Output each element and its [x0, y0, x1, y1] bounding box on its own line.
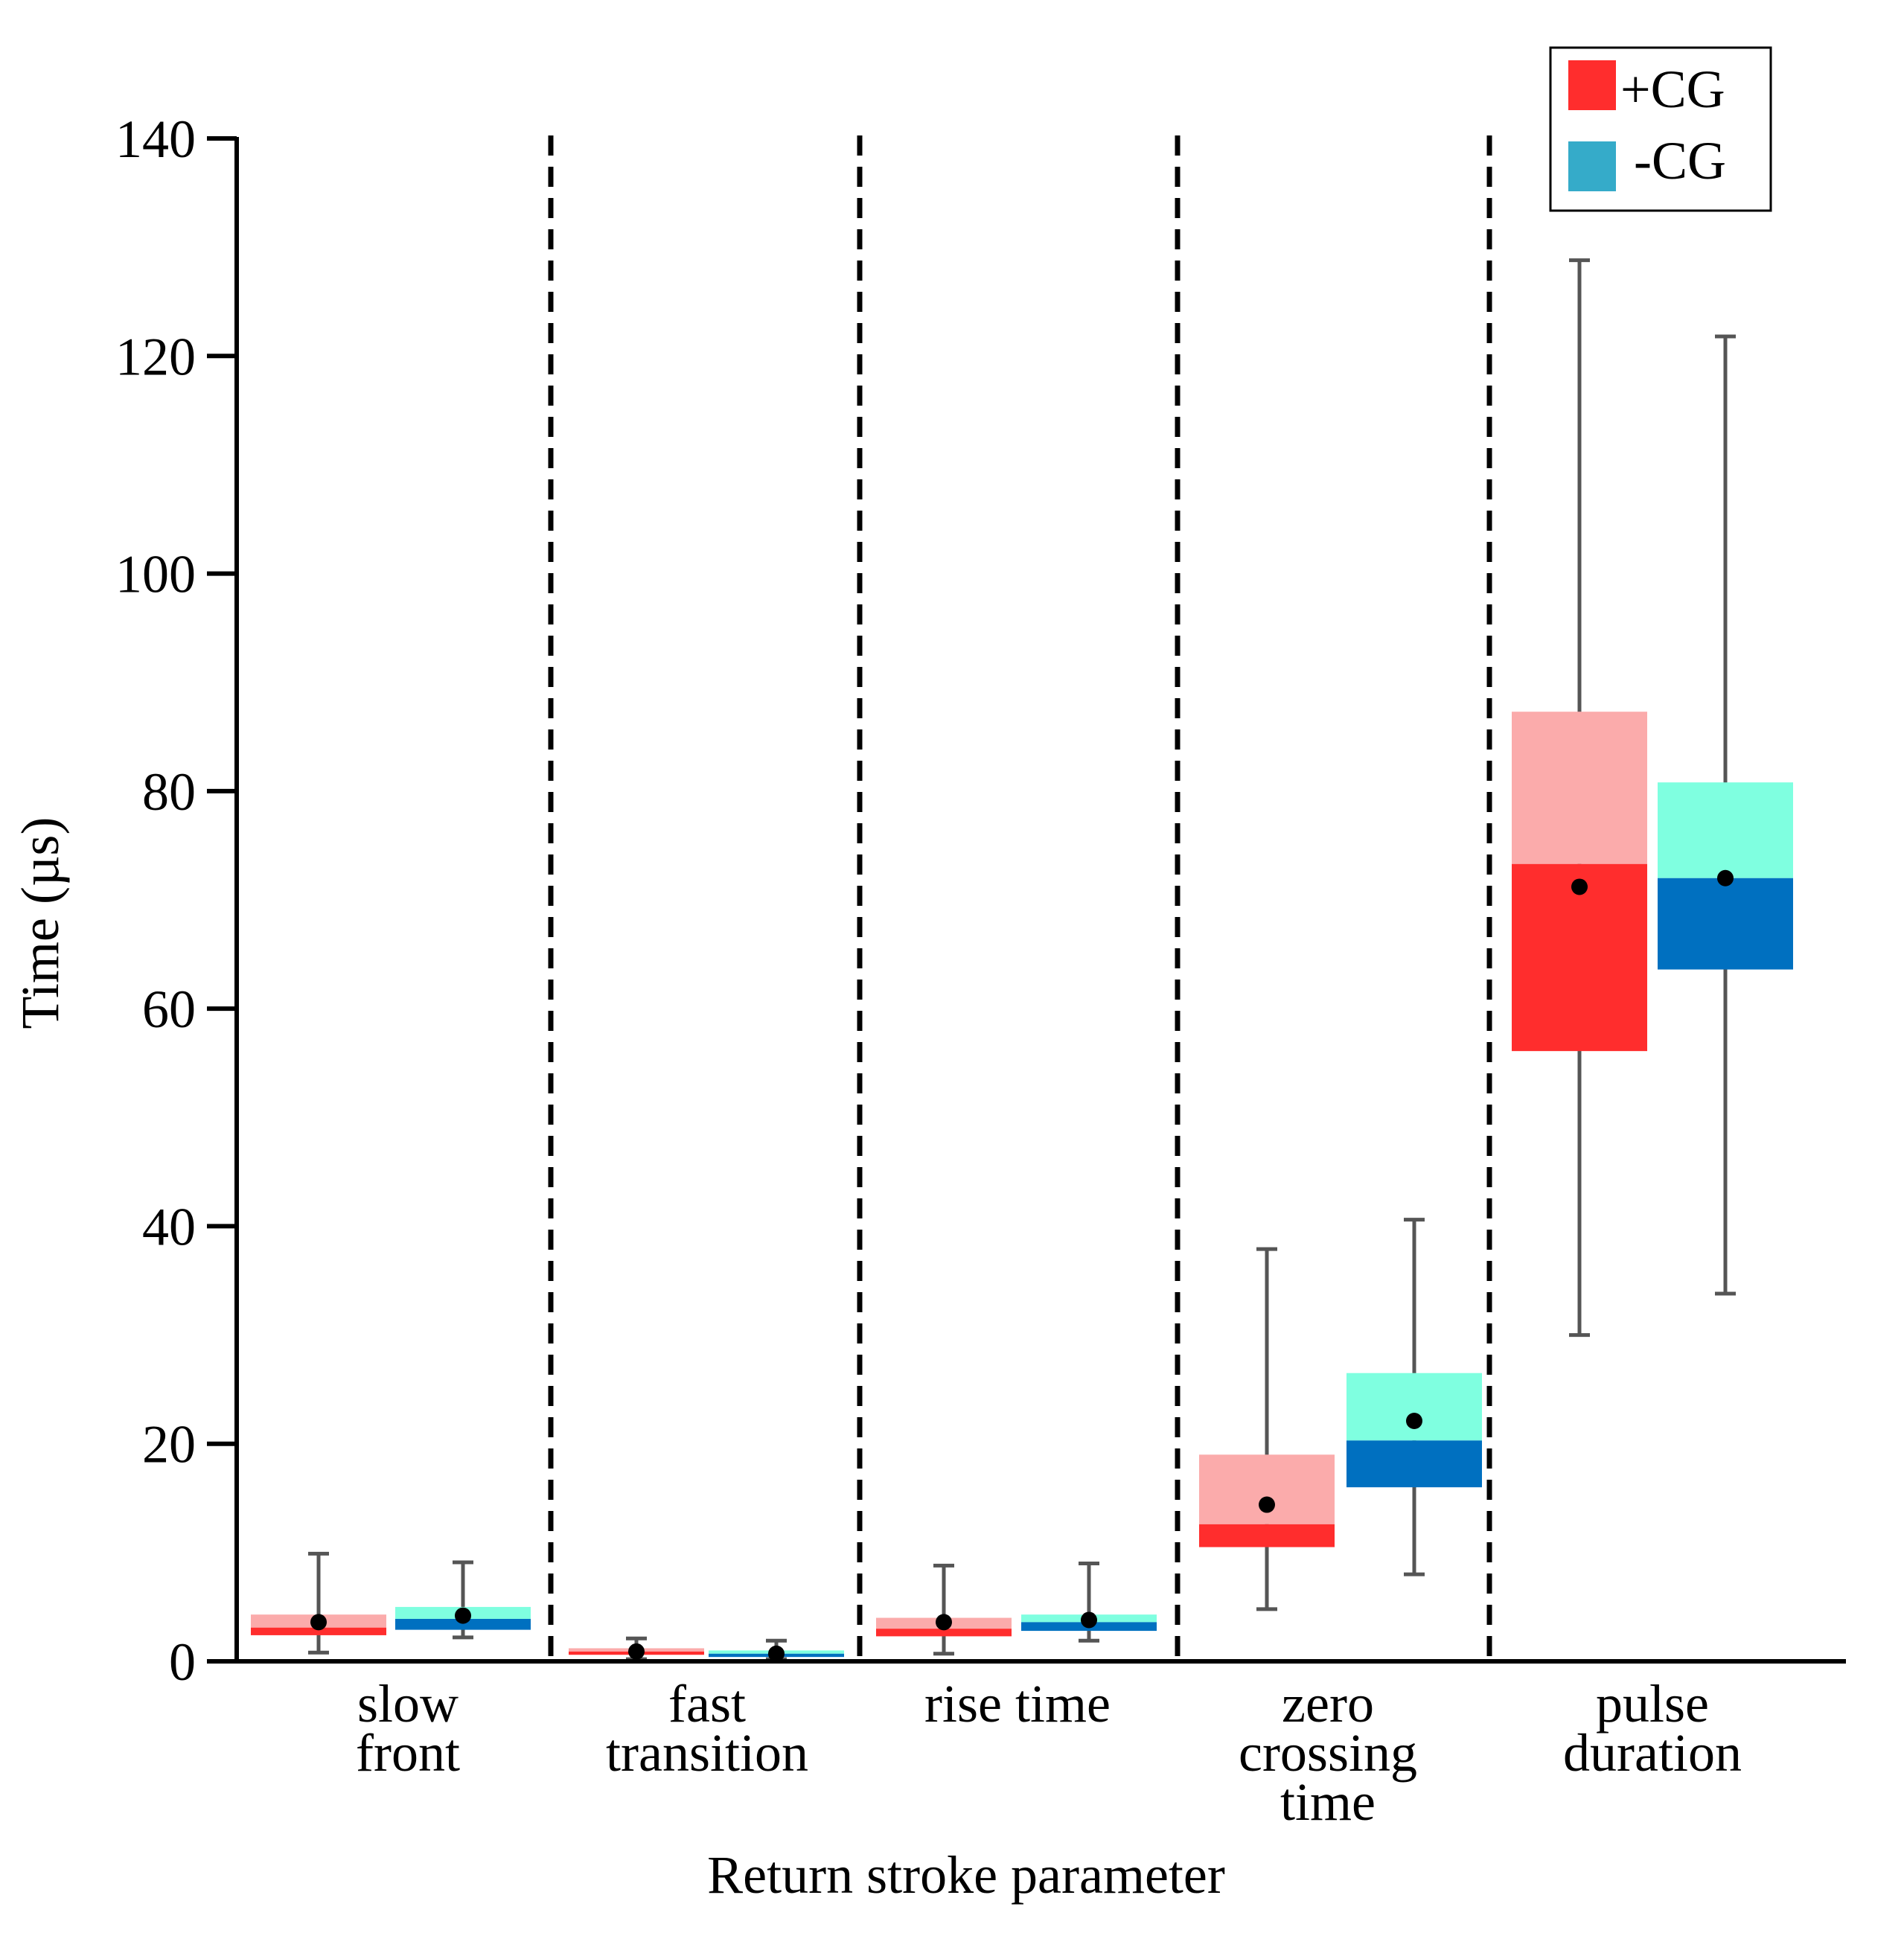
box-cat2-neg-cg — [709, 1638, 844, 1662]
box-cat2-pos-cg — [569, 1636, 704, 1661]
legend-swatch-pos-cg — [1568, 60, 1616, 110]
box-upper-cat5-pos-cg — [1512, 712, 1647, 864]
box-cat1-pos-cg — [251, 1551, 386, 1655]
box-lower-cat3-pos-cg — [876, 1629, 1012, 1637]
y-tick-label-0: 0 — [169, 1632, 196, 1692]
mean-point-cat2-pos-cg — [628, 1643, 645, 1660]
x-category-label-3: rise time — [924, 1674, 1111, 1734]
box-upper-cat5-neg-cg — [1658, 782, 1793, 878]
plot-area — [251, 135, 1793, 1662]
mean-point-cat1-neg-cg — [455, 1607, 471, 1624]
box-lower-cat4-neg-cg — [1346, 1440, 1482, 1488]
mean-point-cat4-pos-cg — [1259, 1496, 1275, 1513]
mean-point-cat4-neg-cg — [1406, 1413, 1422, 1430]
box-lower-cat5-pos-cg — [1512, 863, 1647, 1052]
y-tick-label-120: 120 — [115, 327, 196, 386]
x-axis-title: Return stroke parameter — [707, 1845, 1225, 1905]
legend-label-pos-cg: +CG — [1620, 60, 1725, 119]
mean-point-cat3-neg-cg — [1081, 1611, 1097, 1629]
x-category-label-line: front — [356, 1723, 460, 1783]
y-tick-label-20: 20 — [142, 1415, 196, 1474]
box-lower-cat4-pos-cg — [1199, 1524, 1335, 1547]
box-upper-cat4-pos-cg — [1199, 1454, 1335, 1524]
box-lower-cat1-pos-cg — [251, 1627, 386, 1635]
y-tick-label-80: 80 — [142, 762, 196, 822]
box-lower-cat5-neg-cg — [1658, 878, 1793, 970]
x-category-label-5: pulse duration — [1563, 1674, 1742, 1783]
y-tick-label-100: 100 — [115, 545, 196, 604]
box-cat5-neg-cg — [1658, 334, 1793, 1296]
legend: +CG -CG — [1549, 46, 1772, 212]
mean-point-cat1-pos-cg — [310, 1614, 327, 1631]
y-tick-label-140: 140 — [115, 109, 196, 169]
x-category-label-line: zero — [1282, 1674, 1374, 1734]
mean-point-cat3-pos-cg — [936, 1614, 952, 1631]
x-category-label-line: fast — [668, 1674, 746, 1734]
x-category-label-line: transition — [606, 1723, 808, 1783]
box-cat4-neg-cg — [1346, 1218, 1482, 1576]
x-category-label-line: slow — [357, 1674, 459, 1734]
mean-point-cat5-neg-cg — [1717, 869, 1734, 886]
legend-swatch-neg-cg — [1568, 141, 1616, 191]
box-cat3-pos-cg — [876, 1563, 1012, 1656]
x-category-label-line: duration — [1563, 1723, 1742, 1783]
x-category-label-line: time — [1280, 1772, 1376, 1832]
x-category-label-1: slow front — [356, 1674, 460, 1783]
y-axis: 0 20 40 60 80 100 120 140 — [115, 109, 239, 1692]
x-category-label-2: fast transition — [606, 1674, 808, 1783]
x-category-label-line: rise time — [924, 1674, 1111, 1734]
mean-point-cat2-neg-cg — [768, 1645, 785, 1662]
box-upper-cat4-neg-cg — [1346, 1373, 1482, 1441]
y-axis-title: Time (µs) — [10, 817, 70, 1029]
box-cat3-neg-cg — [1021, 1561, 1157, 1643]
box-cat5-pos-cg — [1512, 258, 1647, 1338]
mean-point-cat5-pos-cg — [1571, 878, 1588, 895]
y-tick-label-40: 40 — [142, 1197, 196, 1256]
box-lower-cat1-neg-cg — [395, 1619, 531, 1630]
x-axis: slow front fast transition rise time zero cros… — [234, 1659, 1846, 1832]
x-category-label-4: zero crossing time — [1239, 1674, 1417, 1832]
y-tick-label-60: 60 — [142, 980, 196, 1039]
x-category-label-line: pulse — [1596, 1674, 1709, 1734]
box-cat4-pos-cg — [1199, 1247, 1335, 1611]
x-category-label-line: crossing — [1239, 1723, 1417, 1783]
box-cat1-neg-cg — [395, 1560, 531, 1640]
legend-label-neg-cg: -CG — [1634, 131, 1726, 191]
